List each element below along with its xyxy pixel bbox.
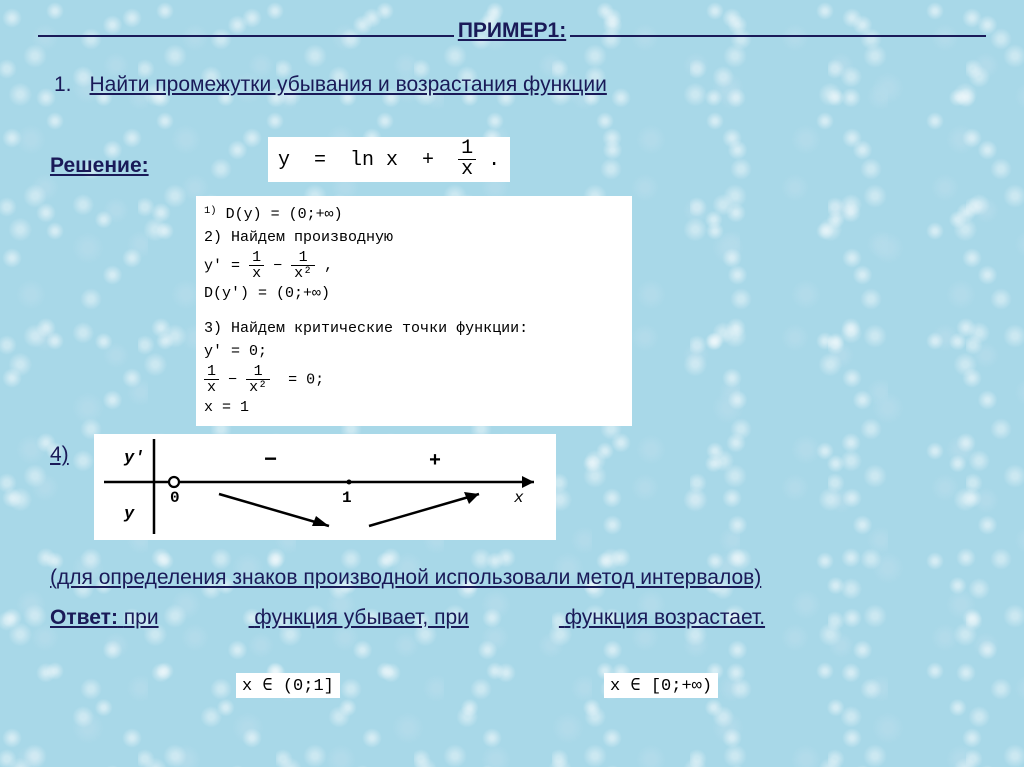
task-number: 1. [54,73,72,97]
sc-minus: − [264,448,277,473]
sign-chart: y' y 0 1 x − + [94,434,556,540]
sc-y: y [123,505,135,524]
deriv-minus: − [273,257,282,274]
sign-chart-svg: y' y 0 1 x − + [94,434,556,540]
sol-crit2: 1 x − 1 x² = 0; [204,364,624,395]
formula-rhs-text: ln x [350,149,398,172]
crit-frac2: 1 x² [246,364,270,395]
sol-line2-label: 2) [204,229,222,246]
interval-right: x ∈ [0;+∞) [604,673,718,698]
answer-part1: при [124,606,159,629]
deriv-frac2: 1 x² [291,250,315,281]
crit-frac1-num: 1 [204,364,219,380]
formula-fraction: 1 x [458,139,476,180]
sol-line1-label: 1) [204,205,217,217]
sol-deriv: y' = 1 x − 1 x² , [204,250,624,281]
note-text: (для определения знаков производной испо… [50,566,986,590]
frac-num: 1 [458,139,476,160]
page-title: ПРИМЕР1: [454,19,570,43]
crit-frac2-den: x² [246,380,270,395]
sol-crit3: x = 1 [204,397,624,418]
main-formula: y = ln x + 1 x . [268,137,510,182]
step4-label: 4) [50,443,69,467]
sc-yprime: y' [123,449,144,468]
title-row: ПРИМЕР1: [38,18,986,43]
deriv-comma: , [324,257,333,274]
interval-left: x ∈ (0;1] [236,673,340,698]
sc-one: 1 [342,489,352,507]
frac-den: x [458,160,476,180]
sc-plus: + [429,450,441,473]
crit-frac2-num: 1 [246,364,270,380]
sc-zero: 0 [170,489,180,507]
task-row: 1. Найти промежутки убывания и возрастан… [54,73,986,97]
title-line-left [38,18,454,37]
spacer [204,306,624,316]
sol-line3-text: Найдем критические точки функции: [231,320,528,337]
crit-frac1-den: x [204,380,219,395]
sol-domain-deriv: D(y') = (0;+∞) [204,283,624,304]
deriv-frac2-den: x² [291,266,315,281]
sol-line3: 3) Найдем критические точки функции: [204,318,624,339]
crit-minus: − [228,371,237,388]
sol-line2: 2) Найдем производную [204,227,624,248]
crit-eq: = 0; [288,371,324,388]
sol-line2-text: Найдем производную [231,229,393,246]
formula-trailing: . [488,149,500,172]
answer-label: Ответ: [50,606,118,629]
deriv-lhs: y' [204,257,222,274]
deriv-eq: = [231,257,240,274]
sol-crit1: y' = 0; [204,341,624,362]
formula-lhs: y [278,149,290,172]
solution-label: Решение: [50,154,149,178]
sc-x: x [513,489,524,507]
deriv-frac1-num: 1 [249,250,264,266]
answer-line: Ответ: при функция убывает, при функция … [50,606,1004,630]
answer-part2: функция убывает, при [254,606,468,629]
deriv-frac2-num: 1 [291,250,315,266]
deriv-frac1-den: x [249,266,264,281]
solution-box: 1) D(y) = (0;+∞) 2) Найдем производную y… [196,196,632,426]
task-text: Найти промежутки убывания и возрастания … [90,73,607,97]
sol-line1: 1) D(y) = (0;+∞) [204,204,624,225]
sol-line1-text: D(y) = (0;+∞) [226,206,343,223]
title-line-right [570,18,986,37]
sol-line3-label: 3) [204,320,222,337]
deriv-frac1: 1 x [249,250,264,281]
crit-frac1: 1 x [204,364,219,395]
answer-part3: функция возрастает. [565,606,765,629]
